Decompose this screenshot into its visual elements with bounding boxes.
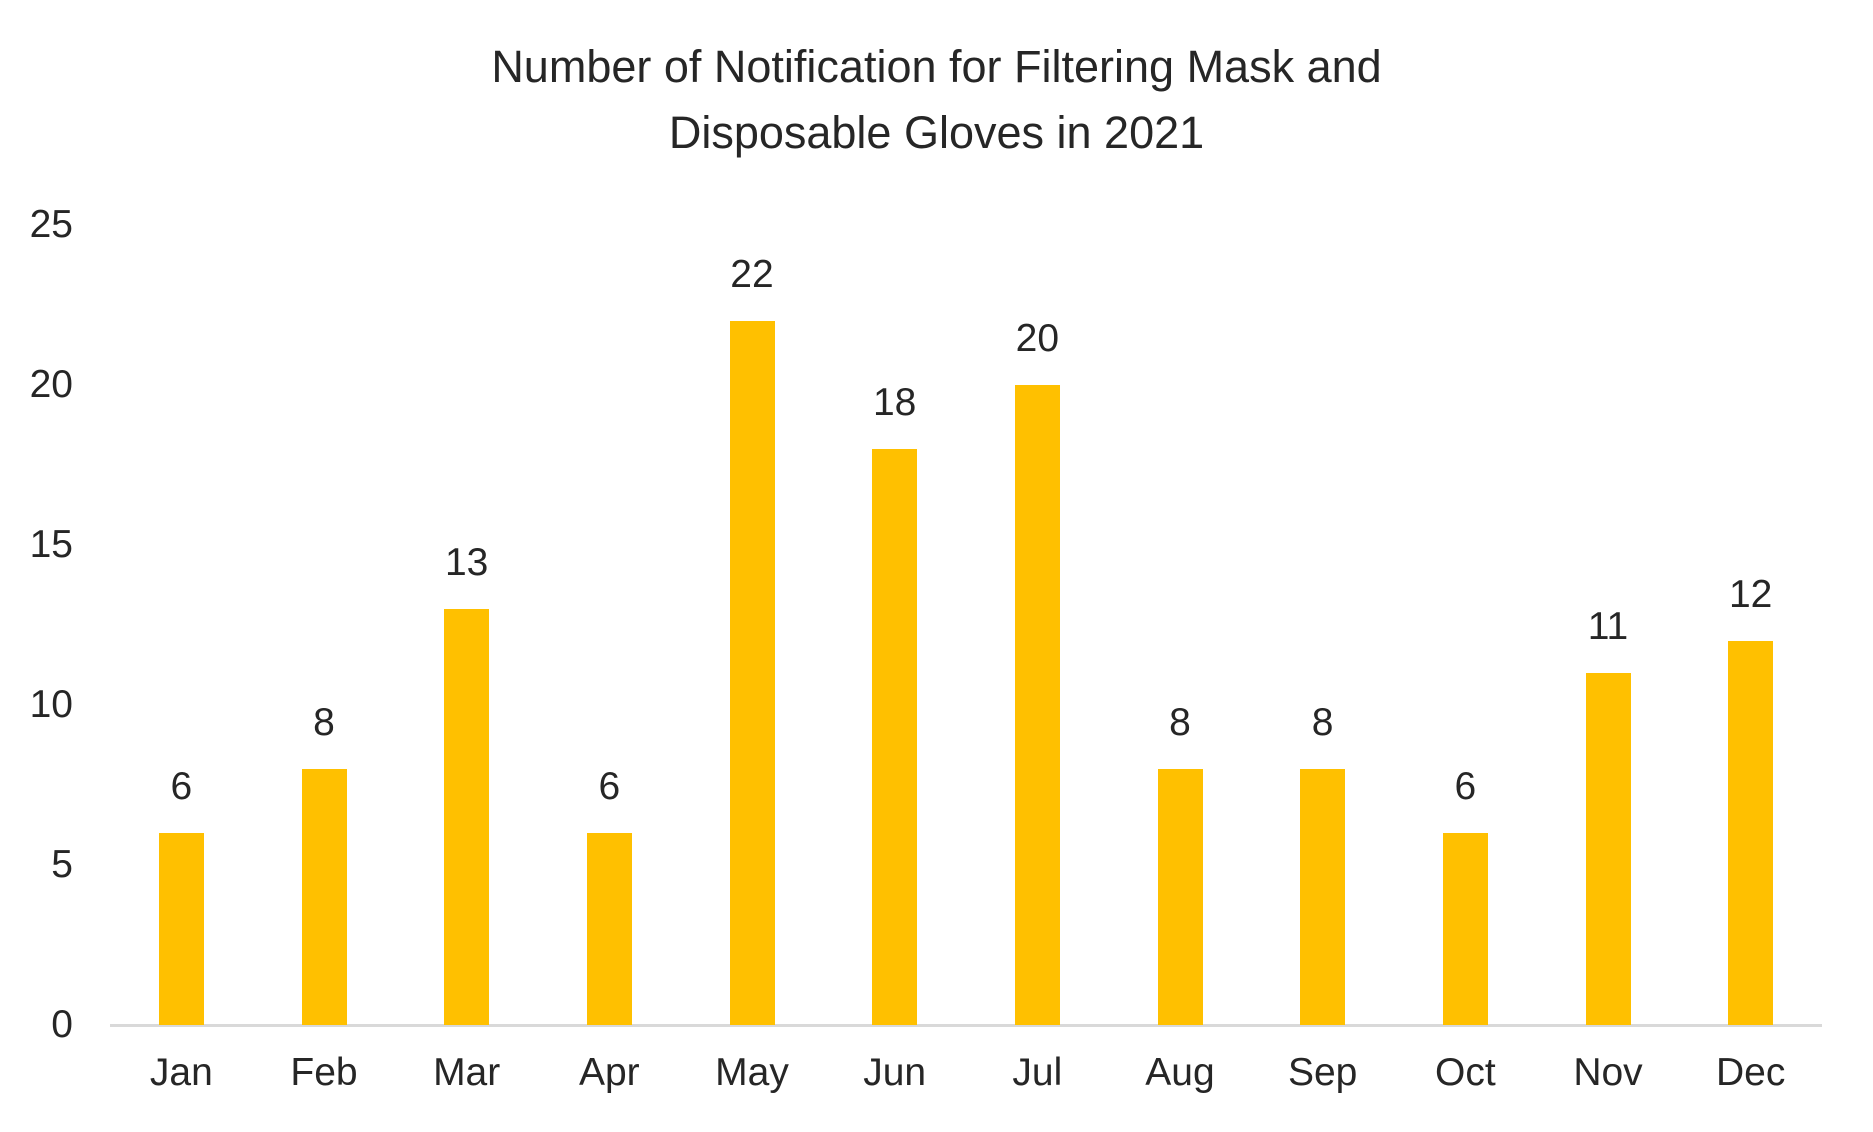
- y-axis-tick-label: 10: [29, 683, 73, 726]
- bar: [1442, 833, 1488, 1025]
- y-axis-tick-label: 25: [29, 203, 73, 246]
- bar: [1014, 385, 1060, 1025]
- y-axis-tick-label: 0: [51, 1003, 73, 1046]
- y-axis-tick-label: 15: [29, 523, 73, 566]
- bar-value-label: 8: [313, 701, 335, 744]
- bar-value-label: 13: [444, 541, 489, 584]
- bar-value-label: 12: [1728, 573, 1773, 616]
- bar: [301, 769, 347, 1025]
- bar: [1728, 641, 1774, 1025]
- x-axis-line: [110, 1024, 1822, 1027]
- bar-value-label: 20: [1015, 317, 1060, 360]
- x-axis-category-label: Dec: [1715, 1051, 1786, 1094]
- chart-title-line2: Disposable Gloves in 2021: [668, 107, 1205, 158]
- bar: [158, 833, 204, 1025]
- bar: [1585, 673, 1631, 1025]
- bar-value-label: 8: [1169, 701, 1191, 744]
- bar-value-label: 18: [872, 381, 917, 424]
- chart-title: Number of Notification for Filtering Mas…: [0, 34, 1873, 166]
- y-axis-tick-label: 5: [51, 843, 73, 886]
- bar: [444, 609, 490, 1025]
- bar-value-label: 22: [730, 253, 774, 296]
- x-axis-category-label: Nov: [1573, 1051, 1643, 1094]
- x-axis-category-label: Aug: [1145, 1051, 1215, 1094]
- bar-value-label: 6: [170, 765, 193, 808]
- bar: [1157, 769, 1203, 1025]
- bar-value-label: 6: [1454, 765, 1477, 808]
- x-axis-category-label: Sep: [1287, 1051, 1358, 1094]
- bar: [872, 449, 918, 1025]
- x-axis-category-label: Jan: [149, 1051, 213, 1094]
- bar: [586, 833, 632, 1025]
- bar-value-label: 8: [1311, 701, 1334, 744]
- x-axis-category-label: May: [715, 1051, 789, 1094]
- bar: [729, 321, 775, 1025]
- x-axis-category-label: Apr: [578, 1051, 640, 1094]
- bar-value-label: 11: [1587, 605, 1629, 648]
- x-axis-category-label: Jul: [1012, 1051, 1063, 1094]
- x-axis-category-label: Jun: [863, 1051, 927, 1094]
- x-axis-category-label: Oct: [1434, 1051, 1496, 1094]
- x-axis-category-label: Mar: [433, 1051, 501, 1094]
- bar-value-label: 6: [598, 765, 621, 808]
- chart-title-line1: Number of Notification for Filtering Mas…: [491, 41, 1382, 92]
- y-axis-tick-label: 20: [29, 363, 73, 406]
- x-axis-category-label: Feb: [290, 1051, 358, 1094]
- bar: [1300, 769, 1346, 1025]
